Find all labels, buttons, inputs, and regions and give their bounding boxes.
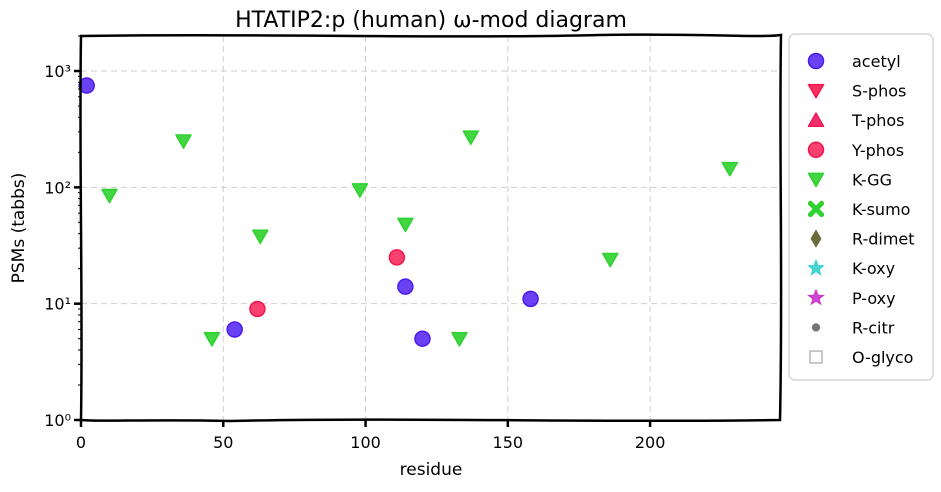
legend-label: K-oxy [852,259,895,278]
data-point-k-gg [451,331,468,347]
plot-frame [79,33,783,423]
chart-title: HTATIP2:p (human) ω-mod diagram [235,8,627,33]
legend-marker-o-glyco [809,350,823,364]
data-point-k-gg [175,134,192,149]
data-point-acetyl [522,290,539,308]
x-tick-label: 50 [213,433,233,452]
axis-ticks: 0 50 100 150 200 10⁰ 10¹ 10² 10³ [44,35,666,452]
data-point-k-gg [721,161,739,177]
data-point-k-gg [252,229,269,245]
legend-marker-y-phos [807,141,825,159]
legend-marker-k-gg [807,172,825,188]
grid-lines [81,36,781,420]
x-tick-label: 150 [493,433,524,452]
legend-marker-r-citr [811,323,821,332]
legend-label: O-glyco [852,348,913,367]
x-axis-label: residue [400,460,463,480]
data-point-k-gg [397,217,414,233]
y-tick-label: 10³ [44,62,71,81]
data-point-k-gg [602,252,619,268]
legend-label: R-dimet [852,230,915,249]
legend-label: T-phos [851,111,905,130]
data-point-k-gg [203,331,221,347]
legend-marker-p-oxy [807,288,825,306]
y-axis-label: PSMs (tabbs) [9,173,29,284]
legend-label: Y-phos [851,141,904,160]
legend-marker-k-sumo [807,200,825,218]
legend: acetyl S-phos T-phos Y-phos K-GG K-sumo R-dime… [788,33,934,381]
x-tick-label: 200 [635,433,666,452]
legend-label: S-phos [852,82,906,101]
data-point-y-phos [388,249,406,266]
y-tick-label: 10¹ [44,295,71,314]
legend-marker-s-phos [807,83,825,99]
legend-marker-k-oxy [807,258,825,276]
data-point-acetyl [78,77,95,94]
legend-marker-acetyl [807,52,825,70]
data-points [78,77,739,347]
legend-label: R-citr [852,318,895,337]
y-tick-label: 10⁰ [44,411,71,430]
y-tick-label: 10² [44,178,71,197]
legend-box [788,33,934,381]
data-point-k-gg [101,188,118,204]
legend-label: K-GG [852,170,892,189]
data-point-acetyl [226,321,243,338]
x-tick-label: 0 [76,433,86,452]
legend-label: P-oxy [852,289,896,308]
data-point-acetyl [414,330,431,347]
data-point-k-gg [351,183,369,198]
legend-label: acetyl [852,52,901,71]
data-point-acetyl [397,278,414,295]
data-point-y-phos [249,300,266,318]
legend-marker-r-dimet [810,229,822,248]
legend-marker-t-phos [807,112,825,127]
x-tick-label: 100 [350,433,381,452]
data-point-k-gg [462,130,480,146]
legend-label: K-sumo [852,200,910,219]
